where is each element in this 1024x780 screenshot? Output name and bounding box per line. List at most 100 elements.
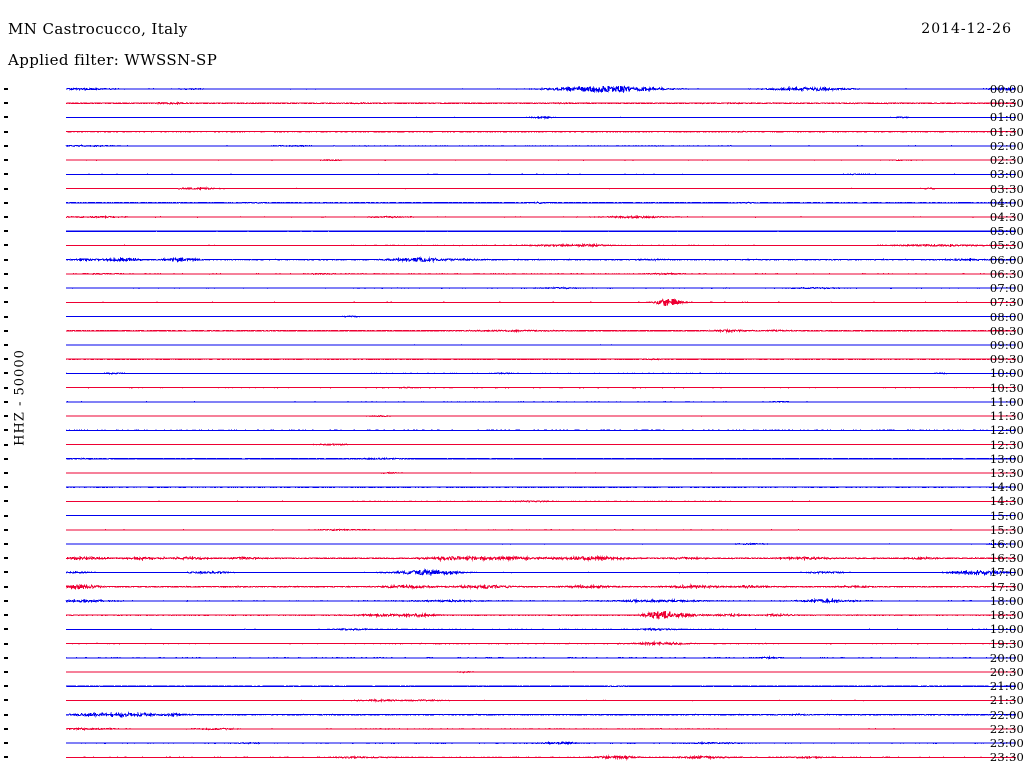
axis-tick: [4, 571, 8, 574]
trace-2130: [66, 698, 1016, 703]
axis-tick: [4, 614, 8, 617]
axis-tick: [4, 656, 8, 659]
axis-tick: [4, 543, 8, 546]
axis-tick: [4, 372, 8, 375]
trace-1330: [66, 471, 1016, 475]
axis-tick: [4, 727, 8, 730]
time-label-0530: 05:30: [989, 238, 1024, 253]
trace-2330: [65, 754, 1017, 761]
axis-tick: [4, 457, 8, 460]
trace-0100: [66, 115, 1016, 120]
trace-1730: [65, 583, 1017, 591]
date-label: 2014-12-26: [921, 21, 1012, 37]
time-label-1300: 13:00: [989, 451, 1024, 466]
axis-tick: [4, 400, 8, 403]
axis-tick: [4, 358, 8, 361]
time-label-0400: 04:00: [989, 195, 1024, 210]
trace-0600: [65, 256, 1016, 264]
axis-tick: [4, 187, 8, 190]
time-label-1530: 15:30: [989, 522, 1024, 537]
trace-2030: [66, 670, 1016, 674]
trace-0630: [65, 271, 1017, 276]
time-label-0230: 02:30: [989, 153, 1024, 168]
time-label-1830: 18:30: [989, 608, 1024, 623]
axis-tick: [4, 144, 8, 147]
axis-tick: [4, 585, 8, 588]
axis-tick: [4, 415, 8, 418]
time-label-1500: 15:00: [989, 508, 1024, 523]
time-label-1730: 17:30: [989, 579, 1024, 594]
time-label-0300: 03:00: [989, 167, 1024, 182]
time-label-0730: 07:30: [989, 295, 1024, 310]
time-label-1200: 12:00: [989, 423, 1024, 438]
axis-tick: [4, 116, 8, 119]
time-label-0000: 00:00: [989, 82, 1024, 96]
axis-tick: [4, 443, 8, 446]
trace-1630: [66, 554, 1016, 563]
time-label-0630: 06:30: [989, 266, 1024, 281]
time-label-1700: 17:00: [989, 565, 1024, 580]
trace-1000: [65, 372, 1016, 375]
axis-tick: [4, 528, 8, 531]
time-label-2200: 22:00: [989, 707, 1024, 722]
trace-0400: [66, 201, 1016, 205]
time-label-0600: 06:00: [989, 252, 1024, 267]
trace-1100: [66, 400, 1016, 403]
trace-1600: [66, 542, 1017, 546]
axis-tick: [4, 599, 8, 602]
axis-tick: [4, 628, 8, 631]
axis-tick: [4, 756, 8, 759]
trace-0200: [65, 144, 1017, 148]
time-label-0330: 03:30: [989, 181, 1024, 196]
time-label-0500: 05:00: [989, 224, 1024, 239]
trace-0730: [66, 298, 1016, 306]
axis-tick: [4, 742, 8, 745]
time-label-0200: 02:00: [989, 138, 1024, 153]
trace-1300: [65, 457, 1017, 461]
trace-1030: [66, 386, 1017, 389]
time-label-1100: 11:00: [989, 394, 1024, 409]
trace-0530: [65, 242, 1017, 248]
axis-tick: [4, 201, 8, 204]
trace-1930: [65, 640, 1016, 647]
trace-0430: [65, 214, 1017, 220]
axis-tick: [4, 699, 8, 702]
time-label-1930: 19:30: [989, 636, 1024, 651]
axis-tick: [4, 215, 8, 218]
time-label-0830: 08:30: [989, 323, 1024, 338]
trace-0330: [65, 186, 1016, 191]
trace-2100: [65, 685, 1017, 688]
axis-tick: [4, 130, 8, 133]
axis-tick: [4, 685, 8, 688]
axis-tick: [4, 500, 8, 503]
trace-0800: [66, 315, 1016, 318]
trace-2300: [66, 740, 1016, 746]
time-label-2100: 21:00: [989, 679, 1024, 694]
axis-tick: [4, 329, 8, 332]
time-label-1330: 13:30: [989, 465, 1024, 480]
time-label-2330: 23:30: [989, 750, 1024, 765]
time-label-2130: 21:30: [989, 693, 1024, 708]
time-label-2000: 20:00: [989, 650, 1024, 665]
axis-tick: [4, 671, 8, 674]
trace-0700: [65, 286, 1017, 290]
time-label-1630: 16:30: [989, 551, 1024, 566]
trace-0830: [66, 328, 1017, 334]
axis-tick: [4, 258, 8, 261]
time-label-2230: 22:30: [989, 721, 1024, 736]
time-label-0130: 01:30: [989, 124, 1024, 139]
axis-tick: [4, 343, 8, 346]
time-label-0930: 09:30: [989, 352, 1024, 367]
time-label-0430: 04:30: [989, 209, 1024, 224]
axis-tick: [4, 272, 8, 275]
time-label-1600: 16:00: [989, 537, 1024, 552]
trace-0000: [65, 84, 1017, 94]
trace-0300: [65, 173, 1016, 176]
station-title: MN Castrocucco, Italy: [8, 20, 188, 38]
axis-tick: [4, 429, 8, 432]
axis-tick: [4, 713, 8, 716]
trace-1130: [66, 414, 1016, 418]
axis-tick: [4, 230, 8, 233]
time-label-0030: 00:30: [989, 96, 1024, 111]
time-label-1430: 14:30: [989, 494, 1024, 509]
